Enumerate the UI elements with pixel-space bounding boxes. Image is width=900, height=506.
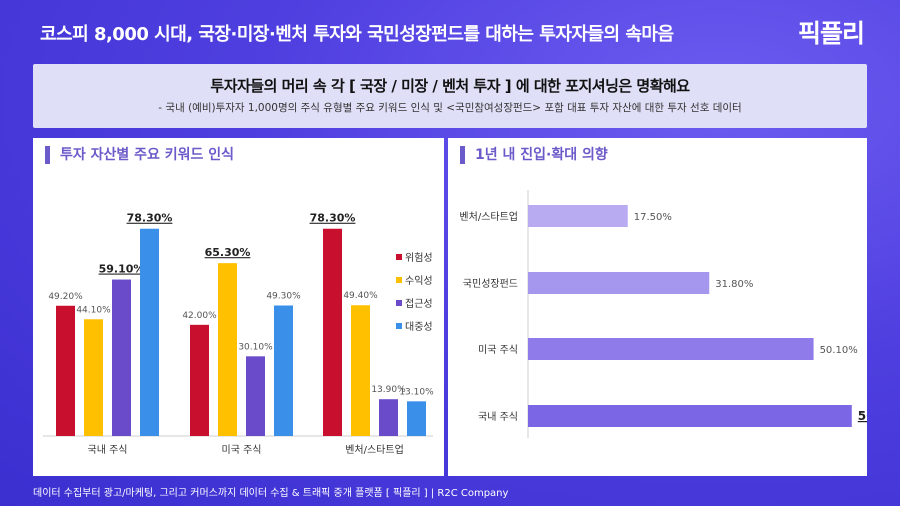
bar [56,305,75,436]
bar [274,305,293,436]
hbar [528,338,814,360]
banner-headline: 투자자들의 머리 속 각 [ 국장 / 미장 / 벤처 투자 ] 에 대한 포지… [210,77,690,95]
data-label: 49.20% [48,292,83,302]
y-tick-label: 국내 주식 [478,411,518,423]
data-label: 78.30% [127,212,173,225]
legend-swatch [396,323,402,329]
intent-chart-panel: 1년 내 진입·확대 의향 벤처/스타트업 17.50% 국민성장펀드 31.80% 미… [448,138,867,476]
bar [140,228,159,436]
brand-logo: 픽플리 [797,19,865,48]
legend-swatch [396,277,402,283]
bar [379,399,398,436]
footer-text: 데이터 수집부터 광고/마케팅, 그리고 커머스까지 데이터 수집 & 트래픽 … [33,488,509,499]
data-label: 59.10% [99,263,145,276]
keyword-chart-title: 투자 자산별 주요 키워드 인식 [45,146,234,164]
legend-label: 위험성 [405,251,433,264]
bar [190,324,209,436]
bar [246,356,265,436]
x-tick-label: 국내 주식 [88,444,128,456]
data-label: 65.30% [205,246,251,259]
legend-swatch [396,300,402,306]
legend-label: 접근성 [405,298,433,310]
y-tick-label: 벤처/스타트업 [459,210,518,223]
data-label: 17.50% [634,212,672,223]
intent-hbar-chart: 벤처/스타트업 17.50% 국민성장펀드 31.80% 미국 주식 50.10% 국내 주… [459,190,867,438]
keyword-chart-panel: 투자 자산별 주요 키워드 인식 49.20% 44.10% 59.10% 78.30… [33,138,444,476]
data-label: 30.10% [238,342,273,352]
summary-banner: 투자자들의 머리 속 각 [ 국장 / 미장 / 벤처 투자 ] 에 대한 포지… [33,64,867,128]
data-label: 44.10% [76,305,111,315]
hbar [528,272,710,294]
legend-label: 수익성 [405,275,433,287]
data-label: 31.80% [715,279,753,290]
keyword-bar-chart: 49.20% 44.10% 59.10% 78.30% 국내 주식 42.00% 65.30… [43,212,434,456]
data-label: 13.10% [399,387,434,397]
page-title: 코스피 8,000 시대, 국장·미장·벤처 투자와 국민성장펀드를 대하는 투… [40,24,674,45]
legend-swatch [396,254,402,260]
x-tick-label: 미국 주식 [222,444,262,456]
legend-label: 대중성 [405,321,433,333]
banner-subline: - 국내 (예비)투자자 1,000명의 주식 유형별 주요 키워드 인식 및 … [158,102,742,114]
bar [407,401,426,436]
x-tick-label: 벤처/스타트업 [345,443,404,456]
bar [218,263,237,436]
data-label: 56.80% [858,409,867,423]
bar [323,228,342,436]
hbar [528,405,852,427]
data-label: 49.40% [343,291,378,301]
y-tick-label: 미국 주식 [478,344,518,356]
data-label: 42.00% [182,311,217,321]
data-label: 50.10% [820,345,858,356]
data-label: 78.30% [310,212,356,225]
bar [84,319,103,436]
bar [112,279,131,436]
bar [351,305,370,436]
data-label: 49.30% [266,292,301,302]
data-label: 13.90% [371,385,406,395]
intent-chart-title: 1년 내 진입·확대 의향 [460,146,608,164]
hbar [528,205,628,227]
y-tick-label: 국민성장펀드 [463,278,518,290]
